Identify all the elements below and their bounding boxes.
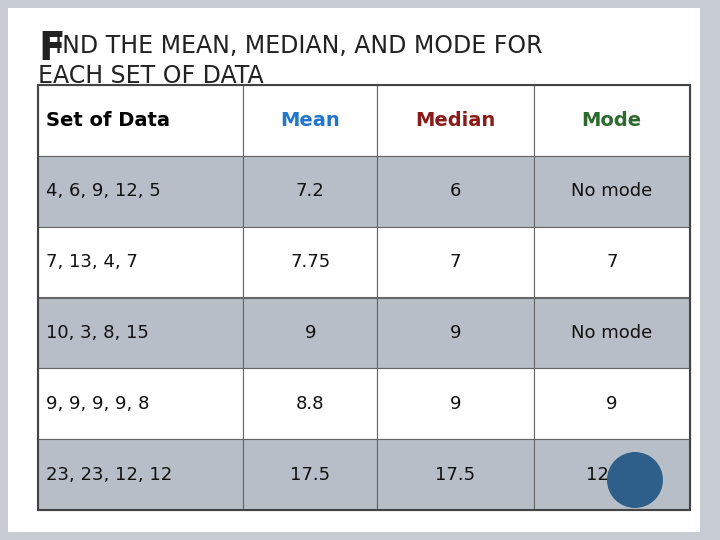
Text: 9: 9 [305, 324, 316, 342]
Bar [38, 439, 243, 510]
Text: 9: 9 [449, 324, 461, 342]
Text: 17.5: 17.5 [435, 465, 475, 484]
Bar [534, 156, 690, 227]
Text: 8.8: 8.8 [296, 395, 325, 413]
Text: 12,23: 12,23 [586, 465, 638, 484]
Bar [38, 85, 690, 510]
Text: Median: Median [415, 111, 495, 130]
Bar [243, 156, 377, 227]
Bar [38, 85, 243, 156]
Text: 17.5: 17.5 [290, 465, 330, 484]
Text: IND THE MEAN, MEDIAN, AND MODE FOR: IND THE MEAN, MEDIAN, AND MODE FOR [55, 34, 543, 58]
Text: 7: 7 [606, 253, 618, 271]
Bar [377, 85, 534, 156]
Text: 6: 6 [449, 183, 461, 200]
Text: 7.2: 7.2 [296, 183, 325, 200]
Text: 7, 13, 4, 7: 7, 13, 4, 7 [46, 253, 138, 271]
Circle shape [607, 452, 663, 508]
Bar [38, 368, 243, 439]
Text: 9, 9, 9, 9, 8: 9, 9, 9, 9, 8 [46, 395, 149, 413]
Bar [377, 156, 534, 227]
Text: 9: 9 [449, 395, 461, 413]
Text: 7.75: 7.75 [290, 253, 330, 271]
Text: 10, 3, 8, 15: 10, 3, 8, 15 [46, 324, 149, 342]
Text: Mode: Mode [582, 111, 642, 130]
Text: 23, 23, 12, 12: 23, 23, 12, 12 [46, 465, 172, 484]
Bar [38, 156, 243, 227]
Bar [243, 85, 377, 156]
Bar [534, 298, 690, 368]
Text: 9: 9 [606, 395, 618, 413]
Bar [377, 368, 534, 439]
Text: EACH SET OF DATA: EACH SET OF DATA [38, 64, 264, 88]
Bar [243, 439, 377, 510]
Bar [377, 227, 534, 298]
Bar [534, 368, 690, 439]
Text: 7: 7 [449, 253, 461, 271]
Bar [243, 227, 377, 298]
Bar [38, 227, 243, 298]
Text: No mode: No mode [571, 183, 652, 200]
Text: No mode: No mode [571, 324, 652, 342]
Text: Mean: Mean [280, 111, 340, 130]
Bar [243, 298, 377, 368]
Bar [534, 439, 690, 510]
Text: 4, 6, 9, 12, 5: 4, 6, 9, 12, 5 [46, 183, 161, 200]
Text: F: F [38, 30, 65, 68]
Bar [243, 368, 377, 439]
Bar [534, 227, 690, 298]
Bar [534, 85, 690, 156]
Text: Set of Data: Set of Data [46, 111, 170, 130]
Bar [38, 298, 243, 368]
Bar [377, 439, 534, 510]
Bar [377, 298, 534, 368]
